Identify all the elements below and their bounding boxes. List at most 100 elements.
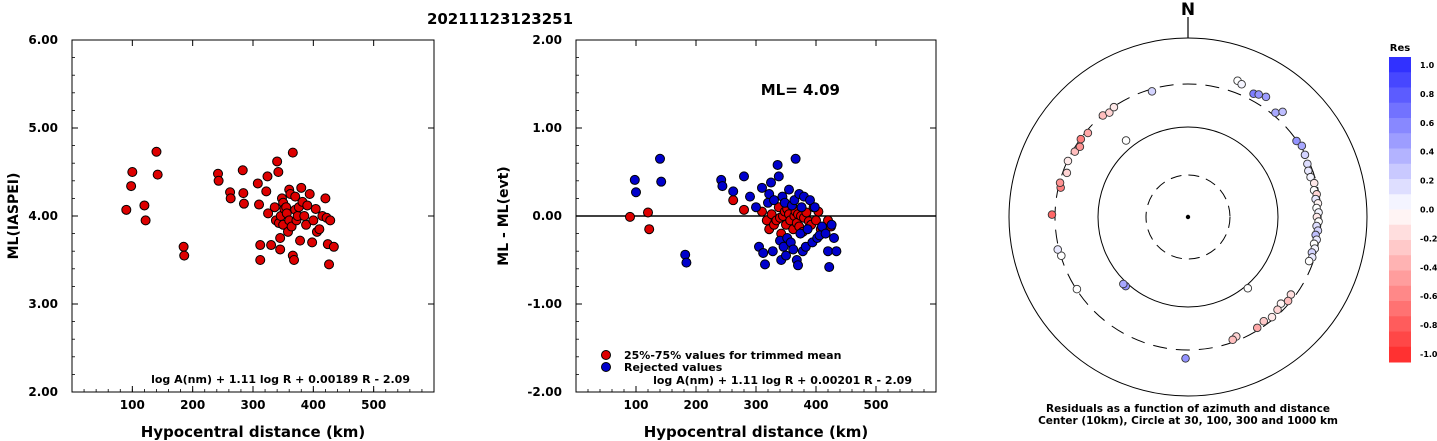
station-residual-marker	[1121, 136, 1131, 145]
colorbar-label: -1.0	[1420, 350, 1437, 359]
residual-station-point	[809, 202, 820, 213]
ml-station-point	[254, 199, 265, 210]
azimuth-residual-panel: N Residuals as a function of azimuth and…	[1008, 0, 1368, 427]
residual-station-point	[831, 246, 842, 257]
legend-label-rejected: Rejected values	[624, 361, 723, 374]
station-residual-marker	[1252, 323, 1262, 333]
station-residual-marker	[1259, 317, 1269, 326]
station-residual-marker	[1105, 108, 1114, 117]
ml-station-point	[179, 250, 190, 261]
station-residual-marker	[1303, 159, 1312, 169]
legend-marker-rejected	[601, 362, 611, 372]
ml-ytick-label: 6.00	[28, 33, 58, 47]
ml-event-value: ML= 4.09	[761, 81, 840, 99]
colorbar-label: 0.0	[1420, 206, 1435, 215]
ml-distance-panel: 100 200 300 400 500 2.00 3.00 4.00 5.00 6.00 Hypo…	[6, 33, 435, 441]
residual-station-point	[656, 176, 667, 187]
ml-station-point	[308, 215, 319, 226]
colorbar-cell	[1389, 133, 1411, 149]
residual-station-point	[767, 246, 778, 257]
colorbar-label: 0.4	[1420, 148, 1435, 157]
residual-formula: log A(nm) + 1.11 log R + 0.00201 R - 2.0…	[653, 374, 912, 387]
polar-caption-line2: Center (10km), Circle at 30, 100, 300 an…	[1038, 415, 1338, 427]
residual-station-point	[745, 191, 755, 202]
station-residual-marker	[1300, 150, 1310, 160]
ml-station-point	[302, 200, 313, 211]
station-residual-marker	[1228, 335, 1237, 345]
colorbar-cell	[1389, 240, 1411, 256]
ml-station-point	[296, 182, 307, 193]
legend-label-trimmed: 25%-75% values for trimmed mean	[624, 349, 841, 362]
ml-station-point	[320, 193, 331, 204]
station-residual-marker	[1261, 92, 1271, 102]
colorbar-cell	[1389, 194, 1411, 210]
ml-station-point	[324, 259, 335, 270]
colorbar-cell	[1389, 270, 1411, 287]
colorbar-cell	[1389, 346, 1411, 363]
station-residual-marker	[1271, 108, 1280, 118]
station-residual-marker	[1063, 156, 1073, 166]
residual-colorbar: Res 1.0 0.8 0.6 0.4 0.2 0.0 -0.2 -0.4 -0.6 -0.8 -1…	[1389, 43, 1437, 363]
colorbar-label: 0.2	[1420, 177, 1434, 186]
station-residual-marker	[1047, 210, 1057, 219]
residual-station-point	[655, 153, 665, 164]
residual-x-axis-label: Hypocentral distance (km)	[644, 423, 869, 441]
ml-station-point	[325, 215, 336, 226]
ml-station-point	[255, 240, 266, 251]
residual-station-point	[728, 186, 739, 197]
colorbar-cell	[1389, 285, 1411, 302]
ml-station-point	[126, 181, 137, 192]
ring-outer	[1008, 37, 1368, 397]
colorbar-cell	[1389, 163, 1411, 180]
ml-station-point	[307, 237, 318, 248]
ml-station-point	[269, 202, 280, 213]
ml-station-point	[289, 255, 300, 265]
residual-station-point	[772, 159, 783, 170]
ml-station-point	[263, 208, 274, 219]
epicenter-dot	[1185, 214, 1191, 220]
station-residual-marker	[1243, 284, 1253, 293]
ml-station-point	[295, 235, 306, 246]
residual-station-point	[681, 257, 692, 268]
station-residual-marker	[1055, 178, 1065, 187]
residual-station-point	[766, 177, 776, 188]
ml-station-point	[252, 178, 263, 189]
station-residual-marker	[1292, 136, 1301, 146]
res-xtick-label: 100	[623, 398, 648, 412]
ml-station-point	[213, 175, 224, 186]
ml-station-point	[225, 193, 236, 204]
residual-station-point	[758, 247, 769, 258]
residual-station-point	[631, 187, 641, 198]
residual-station-point	[769, 195, 779, 206]
station-residual-marker	[1072, 284, 1082, 294]
colorbar-label: 0.6	[1420, 119, 1435, 128]
colorbar-label: -0.6	[1420, 292, 1437, 301]
ml-station-point	[272, 156, 283, 167]
ring-100km	[1145, 174, 1231, 260]
station-residual-marker	[1062, 168, 1072, 178]
ml-station-point	[178, 241, 189, 252]
station-residual-marker	[1278, 107, 1287, 117]
colorbar-label: 0.8	[1420, 90, 1435, 99]
colorbar-cell	[1389, 331, 1411, 348]
colorbar-cell	[1389, 72, 1411, 88]
ml-xtick-label: 200	[180, 398, 205, 412]
ml-station-point	[140, 215, 151, 226]
ml-xtick-label: 300	[240, 398, 265, 412]
res-xtick-label: 400	[803, 398, 828, 412]
residual-station-point	[796, 202, 807, 213]
colorbar-cell	[1389, 301, 1411, 317]
legend-marker-trimmed	[601, 350, 611, 360]
colorbar-label: -0.8	[1420, 321, 1437, 330]
ml-station-point	[151, 146, 162, 157]
ml-station-point	[262, 171, 273, 182]
ml-station-point	[287, 147, 298, 158]
residual-station-point	[717, 181, 728, 192]
residual-station-point	[643, 207, 653, 218]
ml-station-point	[139, 200, 150, 211]
station-residual-marker	[1297, 141, 1307, 151]
ml-station-point	[275, 233, 286, 243]
ml-station-point	[273, 167, 284, 177]
residual-station-point	[644, 224, 655, 235]
colorbar-cell	[1389, 209, 1411, 226]
